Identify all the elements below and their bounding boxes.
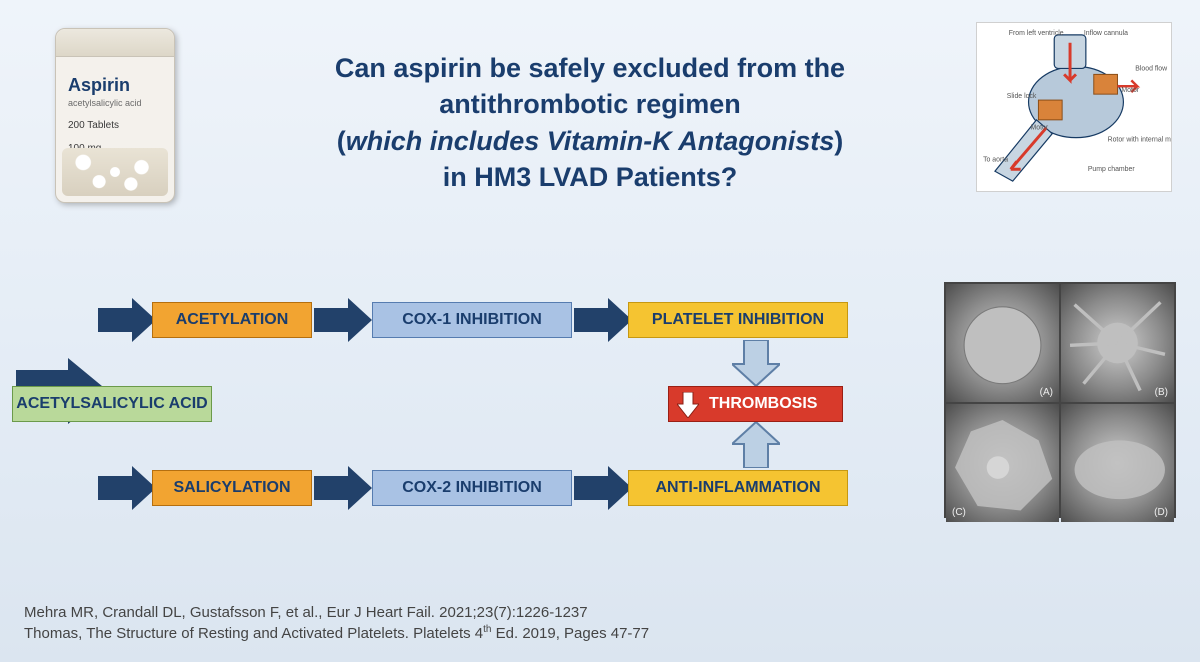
box-cox1: COX-1 INHIBITION [372, 302, 572, 338]
arrow-to-acetylation [98, 298, 156, 342]
dev-label-pump: Pump chamber [1088, 166, 1136, 173]
box-acetylation: ACETYLATION [152, 302, 312, 338]
bottle-brand: Aspirin [68, 75, 164, 96]
box-platelet-inhibition: PLATELET INHIBITION [628, 302, 848, 338]
paren-open: ( [337, 126, 346, 156]
arrow-top-1 [314, 298, 372, 342]
box-anti-inflammation: ANTI-INFLAMMATION [628, 470, 848, 506]
box-acetylsalicylic-acid: ACETYLSALICYLIC ACID [12, 386, 212, 422]
platelet-label-c: (C) [952, 507, 966, 518]
box-thrombosis: THROMBOSIS [668, 386, 843, 422]
bottle-count: 200 Tablets [68, 120, 164, 131]
platelet-cell-b: (B) [1061, 284, 1174, 402]
slide-title: Can aspirin be safely excluded from the … [220, 50, 960, 196]
lvad-device-illustration: From left ventricle Inflow cannula Blood… [976, 22, 1172, 192]
label-thrombosis: THROMBOSIS [709, 395, 817, 413]
label-top2: COX-1 INHIBITION [402, 311, 542, 329]
bottle-cap [56, 29, 174, 57]
dev-label-inflow: Inflow cannula [1084, 30, 1128, 37]
platelet-label-a: (A) [1040, 387, 1053, 398]
citations: Mehra MR, Crandall DL, Gustafsson F, et … [24, 603, 649, 645]
title-line-1: Can aspirin be safely excluded from the [220, 50, 960, 86]
down-arrow-icon [677, 392, 699, 418]
bottle-generic: acetylsalicylic acid [68, 98, 164, 108]
dev-label-slidelock: Slide lock [1007, 93, 1037, 100]
dev-label-motor1: Motor [1121, 87, 1139, 94]
bottle-pills [62, 148, 168, 196]
citation-2-post: Ed. 2019, Pages 47-77 [491, 625, 649, 642]
label-top1: ACETYLATION [176, 311, 289, 329]
label-bot2: COX-2 INHIBITION [402, 479, 542, 497]
dev-label-bloodflow: Blood flow [1135, 65, 1167, 72]
arrow-platelet-to-thrombosis [732, 340, 780, 391]
arrow-top-2 [574, 298, 632, 342]
platelet-cell-c: (C) [946, 404, 1059, 522]
citation-2: Thomas, The Structure of Resting and Act… [24, 623, 649, 644]
bottle-label: Aspirin acetylsalicylic acid 200 Tablets… [56, 57, 174, 160]
title-italic: which includes Vitamin-K Antagonists [346, 126, 835, 156]
dev-label-rotor: Rotor with internal magnet [1108, 137, 1171, 144]
citation-2-pre: Thomas, The Structure of Resting and Act… [24, 625, 483, 642]
platelet-micrograph-grid: (A) (B) (C) (D) [944, 282, 1176, 518]
dev-label-toaorta: To aorta [983, 156, 1008, 163]
label-bot3: ANTI-INFLAMMATION [656, 479, 821, 497]
citation-1: Mehra MR, Crandall DL, Gustafsson F, et … [24, 603, 649, 623]
paren-close: ) [834, 126, 843, 156]
arrow-bot-2 [574, 466, 632, 510]
arrow-antiinflam-to-thrombosis [732, 422, 780, 473]
box-cox2: COX-2 INHIBITION [372, 470, 572, 506]
platelet-label-d: (D) [1154, 507, 1168, 518]
platelet-cell-d: (D) [1061, 404, 1174, 522]
title-line-3: (which includes Vitamin-K Antagonists) [220, 123, 960, 159]
arrow-bot-1 [314, 466, 372, 510]
title-line-2: antithrombotic regimen [220, 86, 960, 122]
box-salicylation: SALICYLATION [152, 470, 312, 506]
platelet-cell-a: (A) [946, 284, 1059, 402]
dev-label-motor2: Motor [1031, 125, 1049, 132]
label-start: ACETYLSALICYLIC ACID [16, 395, 207, 413]
arrow-to-salicylation [98, 466, 156, 510]
aspirin-bottle-image: Aspirin acetylsalicylic acid 200 Tablets… [55, 28, 175, 203]
title-line-4: in HM3 LVAD Patients? [220, 159, 960, 195]
label-bot1: SALICYLATION [173, 479, 290, 497]
platelet-label-b: (B) [1155, 387, 1168, 398]
dev-label-from-lv: From left ventricle [1009, 30, 1064, 37]
label-top3: PLATELET INHIBITION [652, 311, 824, 329]
